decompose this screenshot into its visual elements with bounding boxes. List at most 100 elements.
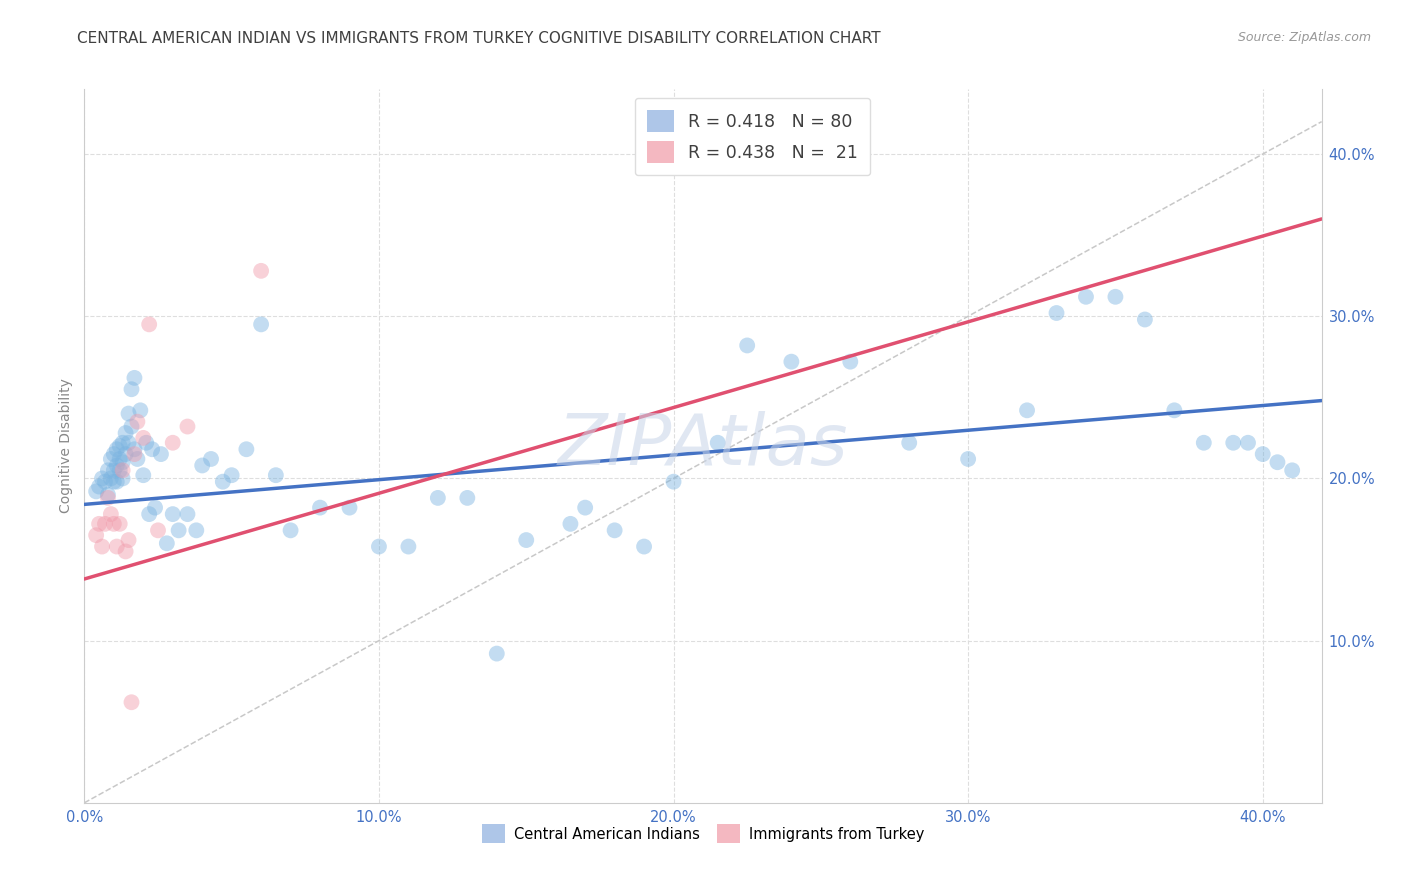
Point: [103, 516, 125, 531]
Point: [280, 524, 302, 538]
Point: [97, 491, 120, 505]
Point: [103, 475, 125, 489]
Point: [108, 452, 131, 467]
Point: [127, 415, 149, 429]
Point: [780, 354, 803, 368]
Point: [898, 435, 921, 450]
Point: [149, 447, 172, 461]
Point: [1192, 435, 1215, 450]
Point: [250, 318, 273, 332]
Point: [1281, 463, 1303, 477]
Point: [105, 475, 128, 489]
Point: [124, 371, 146, 385]
Point: [485, 647, 508, 661]
Point: [138, 318, 160, 332]
Point: [87, 479, 110, 493]
Point: [839, 354, 862, 368]
Point: [176, 507, 198, 521]
Point: [662, 475, 685, 489]
Point: [111, 471, 134, 485]
Point: [162, 435, 184, 450]
Point: [103, 463, 125, 477]
Point: [235, 442, 257, 457]
Point: [84, 484, 107, 499]
Point: [574, 500, 596, 515]
Point: [264, 468, 287, 483]
Point: [1267, 455, 1289, 469]
Point: [309, 500, 332, 515]
Point: [1045, 306, 1067, 320]
Point: [94, 475, 117, 489]
Point: [146, 524, 169, 538]
Point: [108, 516, 131, 531]
Point: [121, 695, 143, 709]
Point: [426, 491, 449, 505]
Point: [105, 540, 128, 554]
Point: [143, 500, 166, 515]
Point: [1163, 403, 1185, 417]
Point: [957, 452, 980, 467]
Point: [97, 488, 120, 502]
Point: [105, 458, 128, 473]
Point: [100, 471, 122, 485]
Point: [191, 458, 214, 473]
Point: [100, 452, 122, 467]
Point: [250, 264, 273, 278]
Point: [141, 442, 163, 457]
Point: [515, 533, 537, 547]
Y-axis label: Cognitive Disability: Cognitive Disability: [59, 378, 73, 514]
Point: [121, 382, 143, 396]
Point: [117, 533, 139, 547]
Point: [1133, 312, 1156, 326]
Legend: Central American Indians, Immigrants from Turkey: Central American Indians, Immigrants fro…: [475, 819, 931, 849]
Point: [114, 544, 136, 558]
Point: [132, 468, 155, 483]
Point: [97, 463, 120, 477]
Point: [84, 528, 107, 542]
Point: [117, 435, 139, 450]
Point: [91, 540, 114, 554]
Point: [132, 431, 155, 445]
Point: [211, 475, 233, 489]
Point: [121, 419, 143, 434]
Text: ZIPAtlas: ZIPAtlas: [558, 411, 848, 481]
Point: [1104, 290, 1126, 304]
Point: [111, 463, 134, 477]
Point: [200, 452, 222, 467]
Point: [108, 439, 131, 453]
Point: [111, 435, 134, 450]
Point: [368, 540, 391, 554]
Point: [124, 447, 146, 461]
Point: [1237, 435, 1260, 450]
Point: [603, 524, 626, 538]
Point: [103, 447, 125, 461]
Point: [1251, 447, 1274, 461]
Point: [94, 516, 117, 531]
Point: [127, 452, 149, 467]
Point: [706, 435, 728, 450]
Text: Source: ZipAtlas.com: Source: ZipAtlas.com: [1237, 31, 1371, 45]
Point: [108, 463, 131, 477]
Point: [221, 468, 243, 483]
Point: [124, 442, 146, 457]
Point: [167, 524, 190, 538]
Point: [1074, 290, 1097, 304]
Point: [456, 491, 478, 505]
Point: [100, 507, 122, 521]
Point: [114, 447, 136, 461]
Point: [176, 419, 198, 434]
Point: [105, 442, 128, 457]
Point: [339, 500, 361, 515]
Point: [162, 507, 184, 521]
Point: [633, 540, 655, 554]
Point: [735, 338, 758, 352]
Point: [87, 516, 110, 531]
Point: [396, 540, 419, 554]
Point: [111, 455, 134, 469]
Point: [186, 524, 208, 538]
Point: [560, 516, 582, 531]
Point: [1222, 435, 1244, 450]
Point: [129, 403, 152, 417]
Point: [156, 536, 179, 550]
Point: [1015, 403, 1038, 417]
